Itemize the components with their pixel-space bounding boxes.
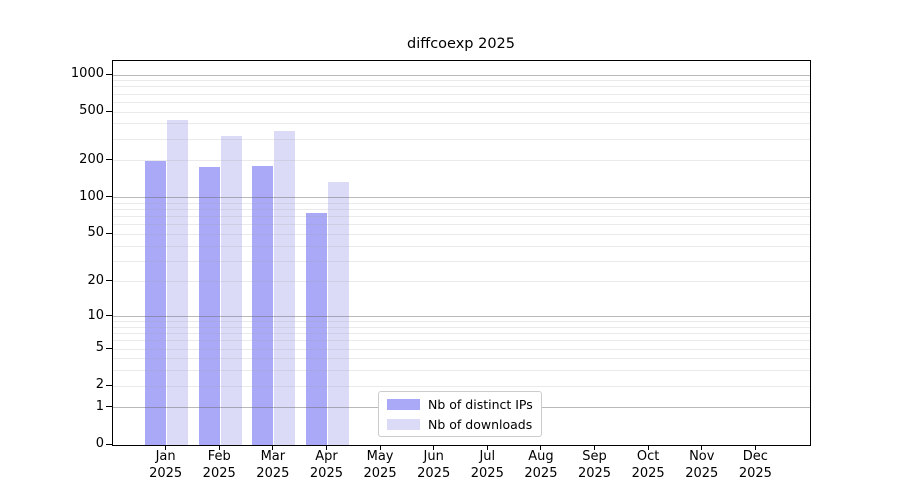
x-tick-label-jul: Jul 2025 [470, 449, 504, 481]
y-tick-label: 20 [87, 272, 104, 288]
gridline-minor [113, 281, 810, 283]
gridline-minor [113, 209, 810, 211]
x-tick-label-aug: Aug 2025 [524, 449, 558, 481]
y-tick-mark [106, 159, 112, 161]
legend-row-distinct-ips: Nb of distinct IPs [379, 396, 541, 413]
gridline-minor [113, 93, 810, 95]
gridline-minor [113, 321, 810, 323]
gridline-minor [113, 160, 810, 162]
y-tick-label: 1 [95, 398, 104, 414]
x-tick-label-feb: Feb 2025 [202, 449, 236, 481]
x-tick-mark [379, 445, 381, 450]
bar-mar-distinct-ips [252, 166, 274, 445]
y-tick-label: 2 [95, 377, 104, 393]
bar-feb-downloads [220, 135, 242, 445]
bar-apr-distinct-ips [305, 213, 327, 445]
gridline-major [113, 316, 810, 318]
y-tick-mark [106, 196, 112, 198]
y-tick-mark [106, 406, 112, 408]
y-tick-mark [106, 232, 112, 234]
y-tick-mark [106, 443, 112, 445]
bar-jan-downloads [167, 120, 189, 445]
gridline-major [113, 74, 810, 76]
gridline-minor [113, 80, 810, 82]
x-tick-mark [433, 445, 435, 450]
bar-apr-downloads [327, 181, 349, 445]
legend-label-distinct-ips: Nb of distinct IPs [428, 396, 533, 412]
gridline-minor [113, 348, 810, 350]
y-tick-mark [106, 110, 112, 112]
y-tick-label: 500 [79, 103, 104, 119]
gridline-minor [113, 260, 810, 262]
x-tick-label-jun: Jun 2025 [417, 449, 451, 481]
x-tick-label-oct: Oct 2025 [631, 449, 665, 481]
gridline-minor [113, 245, 810, 247]
x-tick-mark [647, 445, 649, 450]
y-tick-label: 5 [95, 340, 104, 356]
gridline-minor [113, 202, 810, 204]
y-tick-label: 10 [87, 307, 104, 323]
gridline-minor [113, 358, 810, 360]
x-tick-label-apr: Apr 2025 [309, 449, 343, 481]
bar-mar-downloads [274, 131, 296, 445]
gridline-minor [113, 326, 810, 328]
x-tick-label-may: May 2025 [363, 449, 397, 481]
gridline-minor [113, 101, 810, 103]
x-tick-mark [325, 445, 327, 450]
x-tick-mark [165, 445, 167, 450]
gridline-minor [113, 333, 810, 335]
y-tick-mark [106, 384, 112, 386]
y-tick-mark [106, 347, 112, 349]
gridline-minor [113, 86, 810, 88]
y-tick-label: 1000 [70, 66, 104, 81]
x-tick-mark [540, 445, 542, 450]
x-tick-label-jan: Jan 2025 [149, 449, 183, 481]
gridline-major [113, 197, 810, 199]
legend-row-downloads: Nb of downloads [379, 416, 541, 433]
gridline-minor [113, 138, 810, 140]
y-tick-mark [106, 280, 112, 282]
legend: Nb of distinct IPs Nb of downloads [378, 391, 542, 437]
x-tick-label-dec: Dec 2025 [738, 449, 772, 481]
gridline-minor [113, 385, 810, 387]
x-tick-mark [701, 445, 703, 450]
x-tick-label-mar: Mar 2025 [256, 449, 290, 481]
x-tick-mark [272, 445, 274, 450]
bar-feb-distinct-ips [198, 166, 220, 445]
x-tick-label-sep: Sep 2025 [577, 449, 612, 481]
gridline-minor [113, 370, 810, 372]
gridline-minor [113, 224, 810, 226]
plot-area [112, 60, 811, 446]
chart-title: diffcoexp 2025 [406, 36, 516, 52]
legend-swatch-distinct-ips [387, 398, 420, 410]
x-tick-mark [486, 445, 488, 450]
x-tick-label-nov: Nov 2025 [685, 449, 719, 481]
y-tick-label: 0 [95, 436, 104, 451]
y-tick-label: 50 [87, 225, 104, 241]
y-tick-mark [106, 315, 112, 317]
gridline-minor [113, 340, 810, 342]
gridline-minor [113, 111, 810, 113]
y-tick-mark [106, 73, 112, 75]
x-tick-mark [754, 445, 756, 450]
x-tick-mark [594, 445, 596, 450]
gridline-minor [113, 123, 810, 125]
y-tick-label: 200 [79, 151, 104, 167]
bar-jan-distinct-ips [145, 160, 167, 445]
x-tick-mark [218, 445, 220, 450]
gridline-minor [113, 233, 810, 235]
legend-label-downloads: Nb of downloads [428, 416, 533, 432]
gridline-minor [113, 216, 810, 218]
legend-swatch-downloads [387, 418, 420, 430]
y-tick-label: 100 [79, 188, 104, 204]
